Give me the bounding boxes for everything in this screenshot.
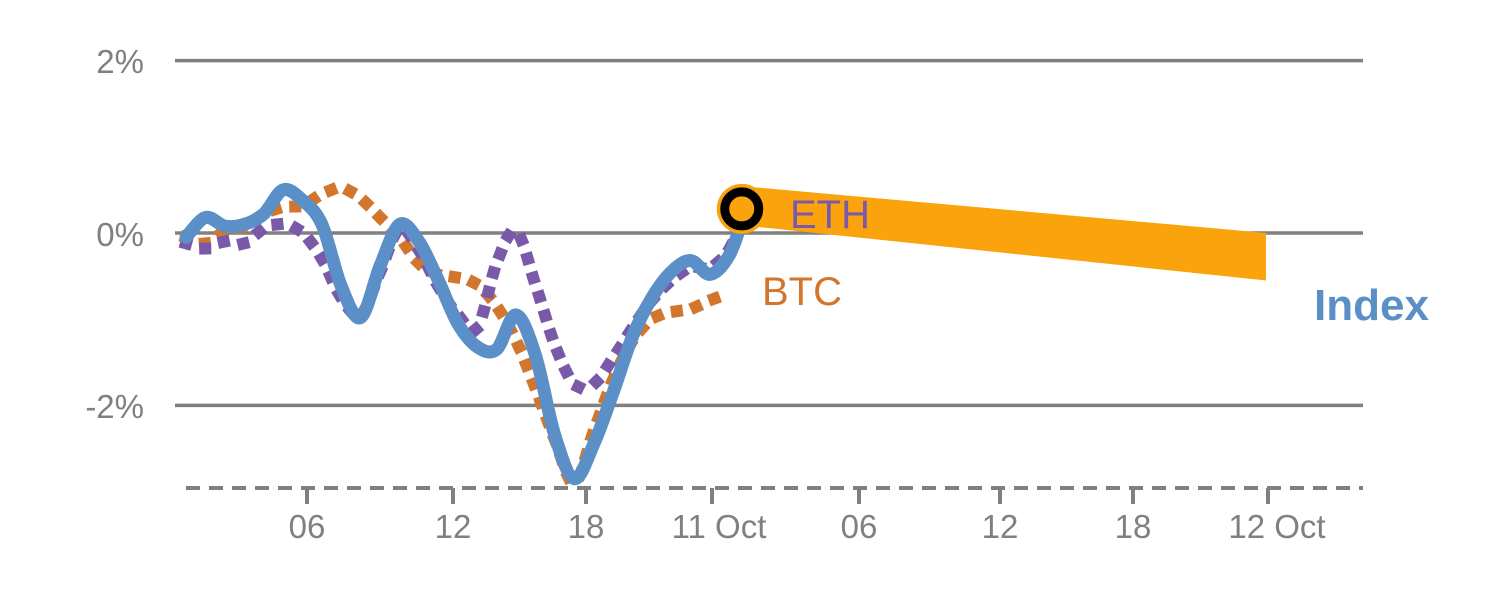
y-axis-labels: 2% 0% -2% xyxy=(85,43,144,425)
series-label-index: Index xyxy=(1314,281,1429,330)
current-point-marker[interactable] xyxy=(716,183,767,234)
y-tick-label-minus-2: -2% xyxy=(85,388,144,425)
series-line-btc xyxy=(178,182,738,489)
x-tick-label-18a: 18 xyxy=(568,508,605,545)
series-group xyxy=(178,182,752,489)
marker-ring-circle xyxy=(720,187,764,231)
series-line-index xyxy=(179,182,751,486)
forecast-band-overlay xyxy=(734,185,1266,281)
x-tick-label-12oct: 12 Oct xyxy=(1228,508,1325,545)
x-tick-label-12b: 12 xyxy=(982,508,1019,545)
x-tick-label-18b: 18 xyxy=(1115,508,1152,545)
x-tick-label-06b: 06 xyxy=(841,508,878,545)
y-tick-label-2: 2% xyxy=(96,43,144,80)
series-label-eth: ETH xyxy=(790,193,870,237)
x-axis-ticks xyxy=(305,488,1270,504)
series-line-eth xyxy=(178,203,752,394)
series-label-btc: BTC xyxy=(762,270,842,314)
x-tick-label-11oct: 11 Oct xyxy=(672,508,767,545)
x-tick-label-06a: 06 xyxy=(289,508,326,545)
x-axis-labels: 06 12 18 11 Oct 06 12 18 12 Oct xyxy=(289,508,1326,545)
y-tick-label-0: 0% xyxy=(96,216,144,253)
x-tick-label-12a: 12 xyxy=(435,508,472,545)
